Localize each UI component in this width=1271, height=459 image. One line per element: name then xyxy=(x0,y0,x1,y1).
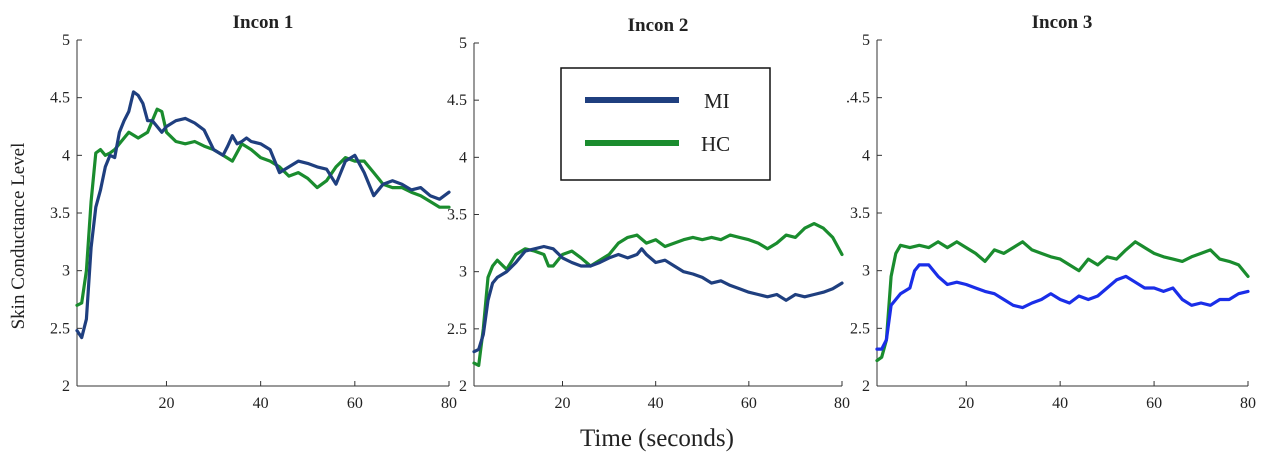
y-tick-label: 2 xyxy=(862,378,870,395)
y-tick-label: 4 xyxy=(459,149,467,166)
legend-label-mi: MI xyxy=(704,89,730,113)
panel-title: Incon 2 xyxy=(628,15,689,36)
y-axis-label: Skin Conductance Level xyxy=(8,143,29,330)
series-line-hc xyxy=(875,240,1250,363)
y-tick-label: 3.5 xyxy=(850,205,870,222)
x-tick-label: 60 xyxy=(741,395,757,412)
panel-3: Incon 3 2 2.5 3 3.5 4 .4.5 5 20 40 60 80 xyxy=(846,12,1256,412)
series-line-mi xyxy=(875,263,1250,351)
chart-panels: Incon 1 2 2.5 3 3.5 4 4.5 5 20 40 60 80 Incon 2 2 2.5 3… xyxy=(50,12,1256,412)
y-tick-label: 2.5 xyxy=(850,320,870,337)
y-tick-label: 2.5 xyxy=(50,320,70,337)
x-tick-label: 80 xyxy=(441,395,457,412)
y-tick-label: 3 xyxy=(459,264,467,281)
y-tick-label: 2 xyxy=(459,378,467,395)
y-tick-label: 3 xyxy=(62,263,70,280)
x-tick-label: 40 xyxy=(253,395,269,412)
y-tick-label: 4 xyxy=(862,147,870,164)
x-tick-label: 60 xyxy=(1146,395,1162,412)
y-tick-label: 4.5 xyxy=(447,92,467,109)
x-tick-label: 20 xyxy=(555,395,571,412)
y-tick-label: 3.5 xyxy=(447,207,467,224)
series-line-mi xyxy=(75,90,451,340)
y-tick-label: 5 xyxy=(862,32,870,49)
y-tick-label: 5 xyxy=(459,35,467,52)
y-tick-label: 2 xyxy=(62,378,70,395)
x-tick-label: 40 xyxy=(648,395,664,412)
y-tick-label: 4.5 xyxy=(50,90,70,107)
y-tick-label: 5 xyxy=(62,32,70,49)
x-tick-label: 60 xyxy=(347,395,363,412)
series-line-mi xyxy=(472,244,844,354)
x-tick-label: 40 xyxy=(1052,395,1068,412)
y-tick-label: 2.5 xyxy=(447,321,467,338)
y-tick-label: 3.5 xyxy=(50,205,70,222)
y-tick-label: 4 xyxy=(62,147,70,164)
y-tick-label: 3 xyxy=(862,263,870,280)
x-tick-label: 80 xyxy=(834,395,850,412)
panel-title: Incon 3 xyxy=(1032,12,1093,33)
x-axis-label: Time (seconds) xyxy=(580,425,734,452)
panel-2: Incon 2 2 2.5 3 3.5 4 4.5 5 20 40 60 80 xyxy=(447,15,850,412)
panel-title: Incon 1 xyxy=(233,12,294,33)
x-tick-label: 80 xyxy=(1240,395,1256,412)
panel-1: Incon 1 2 2.5 3 3.5 4 4.5 5 20 40 60 80 xyxy=(50,12,457,412)
y-tick-label: .4.5 xyxy=(846,90,870,107)
x-tick-label: 20 xyxy=(958,395,974,412)
legend: MI HC xyxy=(560,67,771,181)
series-line-hc xyxy=(472,222,844,367)
x-tick-label: 20 xyxy=(158,395,174,412)
series-line-hc xyxy=(75,107,451,307)
legend-box xyxy=(560,67,771,181)
legend-label-hc: HC xyxy=(701,132,730,156)
